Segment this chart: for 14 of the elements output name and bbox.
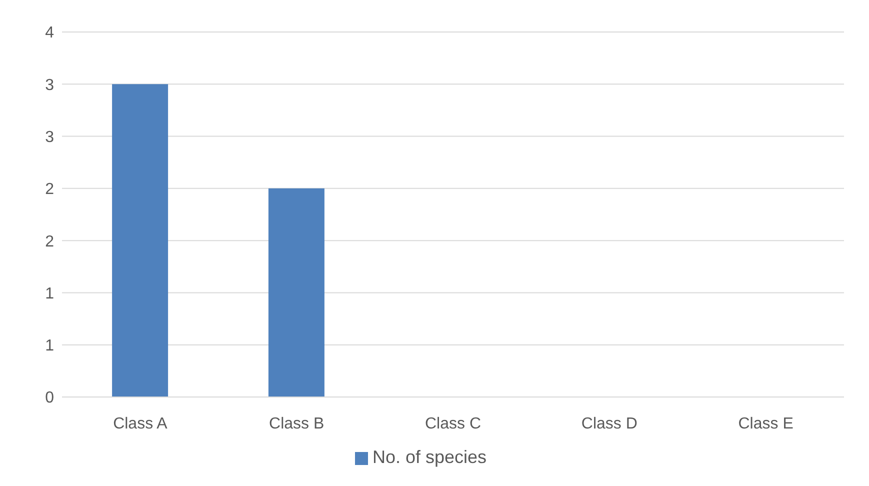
y-tick-label: 0 bbox=[45, 390, 54, 407]
x-tick-label: Class A bbox=[113, 415, 168, 432]
y-tick-label: 3 bbox=[45, 128, 54, 146]
x-tick-label: Class E bbox=[738, 415, 794, 432]
x-tick-label: Class B bbox=[269, 415, 324, 432]
y-tick-label: 1 bbox=[45, 285, 54, 302]
y-tick-label: 2 bbox=[45, 181, 54, 198]
x-tick-label: Class D bbox=[581, 415, 638, 432]
y-tick-label: 3 bbox=[45, 76, 54, 94]
legend-label: No. of species bbox=[372, 447, 487, 467]
x-tick-label: Class C bbox=[424, 415, 482, 432]
y-tick-label: 4 bbox=[45, 24, 54, 42]
y-tick-label: 1 bbox=[45, 338, 54, 355]
y-tick-label: 2 bbox=[45, 233, 54, 250]
